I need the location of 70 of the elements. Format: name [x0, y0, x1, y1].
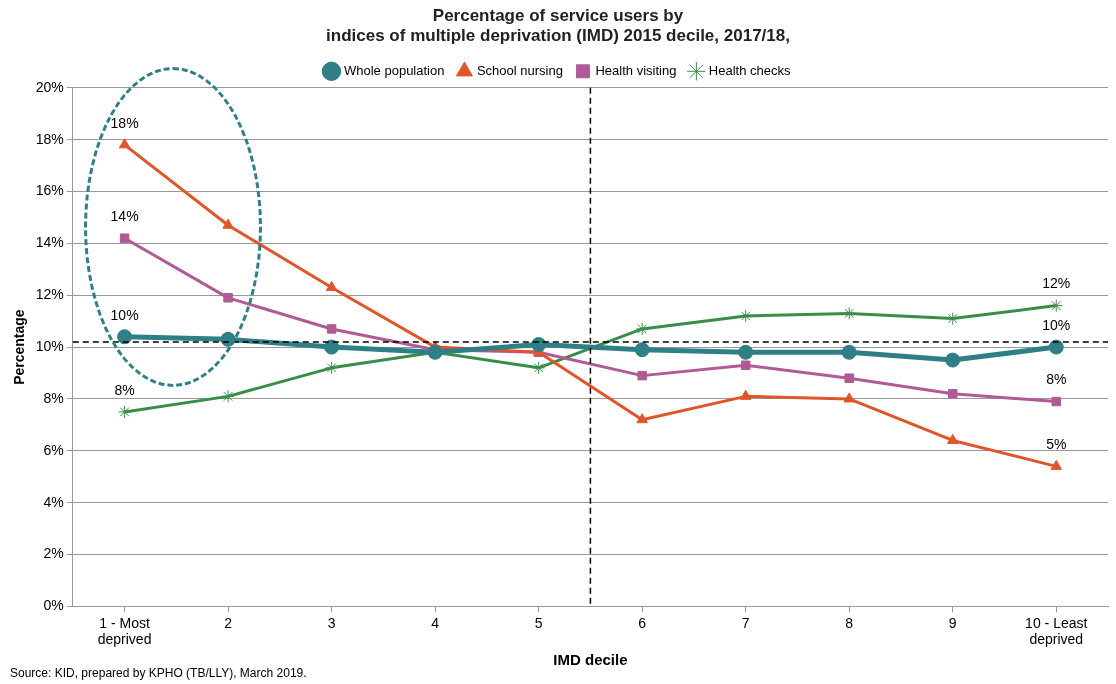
point: [1050, 459, 1062, 470]
point: [119, 233, 130, 243]
text: Percentage of service users by: [432, 5, 684, 25]
data-label: 12%: [1042, 275, 1071, 292]
point: [842, 306, 856, 320]
point: [739, 389, 752, 400]
point: [739, 309, 753, 323]
point: [324, 339, 340, 355]
y-tick-label: 0%: [43, 597, 64, 614]
legend-label: Health visiting: [595, 62, 677, 78]
x-tick-label: 3: [327, 614, 336, 631]
y-axis-title: Percentage: [11, 309, 28, 385]
point: [844, 373, 854, 383]
point: [636, 413, 648, 424]
y-tick-label: 14%: [35, 234, 64, 251]
x-tick-label: 2: [224, 614, 233, 631]
x-tick-label: 9: [948, 614, 957, 631]
point: [532, 361, 546, 375]
y-tick-label: 16%: [35, 182, 64, 199]
x-tick-label: 7: [741, 614, 750, 631]
point: [1049, 299, 1063, 313]
text: indices of multiple deprivation (IMD) 2015 decile, 2017/18,: [326, 26, 790, 46]
data-label: 10%: [1042, 316, 1071, 333]
y-tick-label: 4%: [43, 493, 64, 510]
y-tick-label: 2%: [43, 545, 64, 562]
point: [223, 293, 233, 303]
y-tick-label: 10%: [35, 337, 64, 354]
point: [634, 342, 650, 358]
point: [326, 324, 337, 334]
point: [947, 433, 959, 444]
point: [118, 405, 132, 419]
data-label: 8%: [1046, 371, 1067, 388]
point: [947, 389, 958, 399]
y-tick-label: 6%: [43, 441, 64, 458]
point: [945, 352, 961, 368]
source-note: Source: KID, prepared by KPHO (TB/LLY), March 2019.: [10, 666, 307, 680]
point: [117, 329, 133, 345]
point: [325, 280, 338, 291]
x-tick-label: 5: [534, 614, 543, 631]
point: [1048, 339, 1064, 355]
point: [325, 361, 339, 375]
y-tick-label: 18%: [35, 130, 64, 147]
point: [740, 360, 751, 370]
x-tick-label: 10 - Least deprived: [1025, 614, 1088, 648]
point: [221, 389, 235, 403]
y-tick-label: 12%: [35, 286, 64, 303]
point: [841, 344, 857, 360]
point: [222, 218, 234, 229]
data-label: 18%: [110, 114, 139, 131]
point: [738, 344, 754, 360]
legend-label: Health checks: [708, 62, 792, 78]
x-axis-title: IMD decile: [553, 651, 628, 669]
point: [946, 312, 960, 326]
y-tick-label: 8%: [43, 389, 64, 406]
x-tick-label: 1 - Most deprived: [97, 614, 152, 648]
y-tick-label: 20%: [35, 78, 64, 95]
point: [118, 138, 131, 149]
point: [843, 392, 855, 403]
data-label: 10%: [110, 306, 139, 323]
x-tick-label: 6: [638, 614, 647, 631]
x-tick-label: 4: [431, 614, 440, 631]
point: [637, 370, 647, 381]
x-tick-label: 8: [845, 614, 854, 631]
data-label: 8%: [114, 381, 135, 398]
data-label: 5%: [1046, 436, 1067, 453]
data-label: 14%: [110, 208, 139, 225]
legend-label: Whole population: [343, 62, 445, 78]
point: [635, 322, 649, 336]
point: [1051, 396, 1061, 407]
legend-label: School nursing: [476, 62, 563, 78]
